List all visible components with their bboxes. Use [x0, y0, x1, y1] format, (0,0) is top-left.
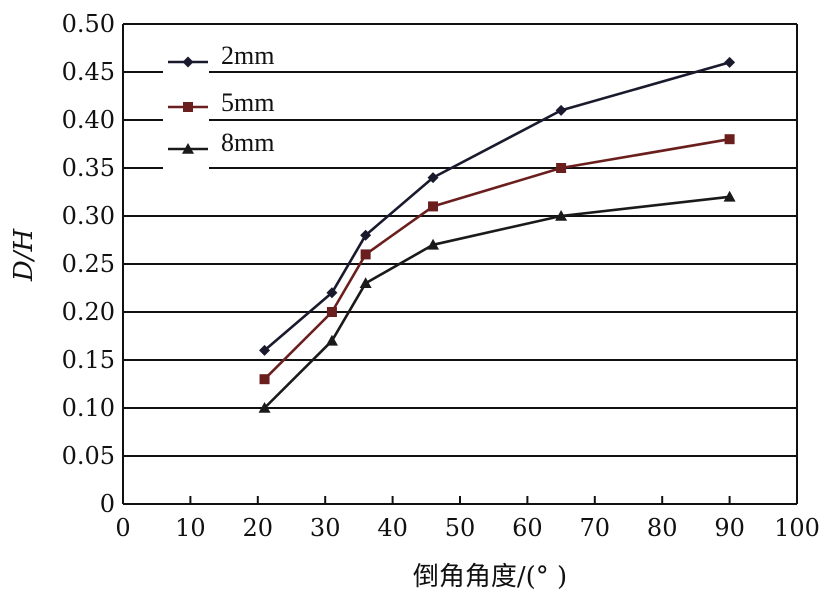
series-layer — [258, 56, 736, 413]
legend-marker-5mm — [183, 102, 193, 112]
y-tick-label-0: 0 — [100, 490, 115, 518]
y-tick-label-4: 0.20 — [62, 298, 115, 326]
y-axis-title: D/H — [9, 228, 39, 283]
data-point-2mm-5 — [724, 56, 736, 68]
y-tick-label-3: 0.15 — [62, 346, 115, 374]
x-tick-label-5: 50 — [445, 514, 476, 542]
data-point-5mm-4 — [556, 163, 567, 173]
data-point-2mm-0 — [259, 344, 271, 356]
data-point-2mm-3 — [427, 172, 439, 184]
series-line-2mm — [263, 61, 730, 352]
x-tick-label-9: 90 — [714, 514, 745, 542]
data-point-5mm-1 — [326, 307, 337, 317]
x-tick-label-10: 100 — [774, 514, 820, 542]
y-tick-label-1: 0.05 — [62, 442, 115, 470]
x-tick-label-1: 10 — [175, 514, 206, 542]
y-tick-label-8: 0.40 — [62, 106, 115, 134]
grid-layer — [123, 23, 797, 505]
data-point-8mm-2 — [359, 277, 372, 288]
data-point-5mm-2 — [360, 249, 371, 260]
data-point-2mm-2 — [360, 229, 372, 241]
legend-label-5mm: 5mm — [221, 88, 274, 117]
y-tick-label-2: 0.10 — [62, 394, 115, 422]
x-tick-label-6: 60 — [512, 514, 543, 542]
y-tick-label-5: 0.25 — [62, 250, 115, 278]
data-point-8mm-0 — [258, 402, 271, 413]
data-point-2mm-4 — [555, 104, 567, 116]
y-tick-label-6: 0.30 — [62, 202, 115, 230]
x-tick-label-8: 80 — [647, 514, 678, 542]
legend-marker-8mm — [182, 143, 194, 154]
x-axis-title: 倒角角度/(° ) — [413, 562, 567, 592]
data-point-8mm-3 — [427, 238, 440, 250]
legend: 2mm 5mm 8mm — [163, 41, 274, 170]
x-tick-label-7: 70 — [580, 514, 611, 542]
legend-marker-2mm — [182, 56, 194, 68]
legend-label-2mm: 2mm — [221, 41, 274, 70]
legend-label-8mm: 8mm — [221, 128, 274, 157]
y-tick-label-7: 0.35 — [62, 154, 115, 182]
axes-layer: 0 0.05 0.10 0.15 0.20 0.25 0.30 0.35 0.40 0.45 0.5… — [62, 10, 820, 542]
x-tick-label-0: 0 — [115, 514, 130, 542]
series-line-5mm — [263, 137, 730, 381]
data-point-2mm-1 — [326, 287, 338, 299]
y-tick-label-9: 0.45 — [62, 58, 115, 86]
data-point-5mm-0 — [259, 374, 270, 385]
data-point-8mm-5 — [723, 190, 736, 202]
x-tick-label-3: 30 — [310, 514, 341, 542]
x-tick-label-4: 40 — [377, 514, 408, 542]
data-point-5mm-5 — [724, 134, 735, 145]
data-point-5mm-3 — [428, 201, 439, 212]
data-point-8mm-4 — [555, 210, 568, 221]
series-line-8mm — [263, 195, 730, 409]
x-tick-label-2: 20 — [243, 514, 274, 542]
data-point-8mm-1 — [325, 334, 338, 346]
y-tick-label-10: 0.50 — [62, 10, 115, 38]
